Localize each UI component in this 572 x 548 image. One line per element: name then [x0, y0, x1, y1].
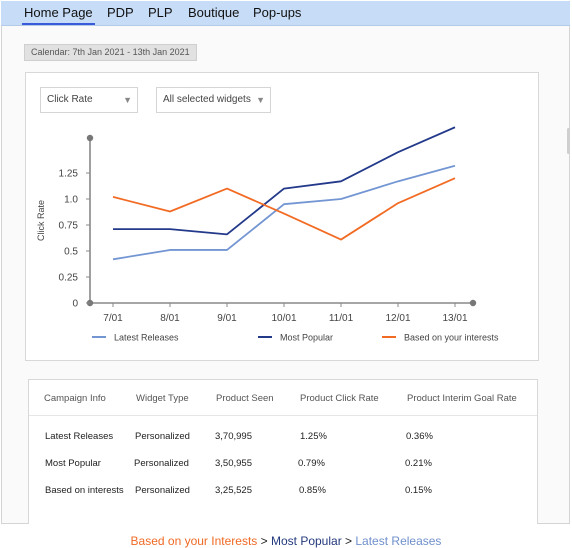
- x-tick-label: 8/01: [160, 313, 180, 324]
- metric-dropdown-value: Click Rate: [47, 94, 93, 105]
- cell-click-rate: 1.25%: [300, 431, 327, 442]
- breadcrumb-item-most-popular[interactable]: Most Popular: [270, 534, 342, 548]
- x-axis-end-dot: [469, 299, 477, 307]
- tab-plp[interactable]: PLP: [148, 5, 173, 20]
- chart-card: Click Rate ▼ All selected widgets ▼ 0 0.2…: [25, 72, 539, 361]
- legend-label: Latest Releases: [114, 333, 179, 343]
- x-tick-label: 12/01: [385, 313, 410, 324]
- click-rate-line-chart: 0 0.25 0.5 0.75 1.0 1.25 7/01 8/01 9/01 10/01 11/0…: [36, 126, 499, 343]
- y-axis-end-dot: [86, 134, 94, 142]
- cell-click-rate: 0.85%: [299, 485, 326, 496]
- cell-widget-type: Personalized: [135, 431, 190, 442]
- cell-goal-rate: 0.36%: [406, 431, 433, 442]
- cell-goal-rate: 0.15%: [405, 485, 432, 496]
- cell-goal-rate: 0.21%: [405, 458, 432, 469]
- y-tick-label: 0: [72, 299, 78, 310]
- y-tick-label: 1.25: [59, 169, 79, 180]
- widgets-dropdown-value: All selected widgets: [163, 94, 251, 105]
- cell-campaign: Latest Releases: [45, 431, 114, 442]
- metric-dropdown[interactable]: Click Rate ▼: [40, 87, 138, 113]
- legend-label: Most Popular: [280, 333, 333, 343]
- caret-down-icon: ▼: [123, 95, 132, 105]
- y-axis-label: Click Rate: [36, 200, 46, 241]
- col-header-product-seen: Product Seen: [216, 393, 274, 404]
- series-line-1: [113, 126, 456, 236]
- col-header-product-interim-goal-rate: Product Interim Goal Rate: [407, 393, 517, 404]
- calendar-range-chip[interactable]: Calendar: 7th Jan 2021 - 13th Jan 2021: [24, 44, 197, 61]
- caret-down-icon: ▼: [256, 95, 265, 105]
- cell-product-seen: 3,25,525: [215, 485, 252, 496]
- breadcrumb-item-latest-releases[interactable]: Latest Releases: [355, 534, 442, 548]
- campaign-table: Campaign Info Widget Type Product Seen P…: [28, 379, 538, 524]
- cell-widget-type: Personalized: [135, 485, 190, 496]
- y-tick-label: 0.75: [59, 221, 79, 232]
- header-divider: [29, 415, 537, 416]
- tab-pdp[interactable]: PDP: [107, 5, 134, 20]
- x-tick-label: 10/01: [271, 313, 296, 324]
- cell-widget-type: Personalized: [134, 458, 189, 469]
- series-line-0: [112, 164, 456, 261]
- cell-product-seen: 3,70,995: [215, 431, 252, 442]
- y-tick-label: 0.5: [64, 247, 78, 258]
- scrollbar-thumb[interactable]: [567, 128, 570, 154]
- x-tick-label: 7/01: [103, 313, 123, 324]
- cell-product-seen: 3,50,955: [215, 458, 252, 469]
- x-tick-label: 11/01: [329, 313, 354, 324]
- cell-campaign: Most Popular: [45, 458, 101, 469]
- col-header-product-click-rate: Product Click Rate: [300, 393, 379, 404]
- page-tab-bar: Home Page PDP PLP Boutique Pop-ups: [1, 1, 570, 26]
- col-header-widget-type: Widget Type: [136, 393, 189, 404]
- breadcrumb-separator: >: [341, 534, 356, 548]
- cell-click-rate: 0.79%: [298, 458, 325, 469]
- y-tick-label: 0.25: [59, 273, 79, 284]
- x-tick-label: 13/01: [442, 313, 467, 324]
- legend-label: Based on your interests: [404, 333, 499, 343]
- widgets-dropdown[interactable]: All selected widgets ▼: [156, 87, 271, 113]
- breadcrumb-item-interests[interactable]: Based on your Interests: [130, 534, 258, 548]
- series-line-2: [112, 177, 456, 241]
- tab-boutique[interactable]: Boutique: [188, 5, 240, 20]
- cell-campaign: Based on interests: [45, 485, 124, 496]
- tab-home-page[interactable]: Home Page: [22, 5, 95, 25]
- x-tick-label: 9/01: [217, 313, 237, 324]
- y-tick-label: 1.0: [64, 195, 78, 206]
- col-header-campaign-info: Campaign Info: [44, 393, 106, 404]
- breadcrumb-separator: >: [257, 534, 271, 548]
- tab-pop-ups[interactable]: Pop-ups: [253, 5, 302, 20]
- breadcrumb: Based on your Interests > Most Popular >…: [0, 534, 572, 548]
